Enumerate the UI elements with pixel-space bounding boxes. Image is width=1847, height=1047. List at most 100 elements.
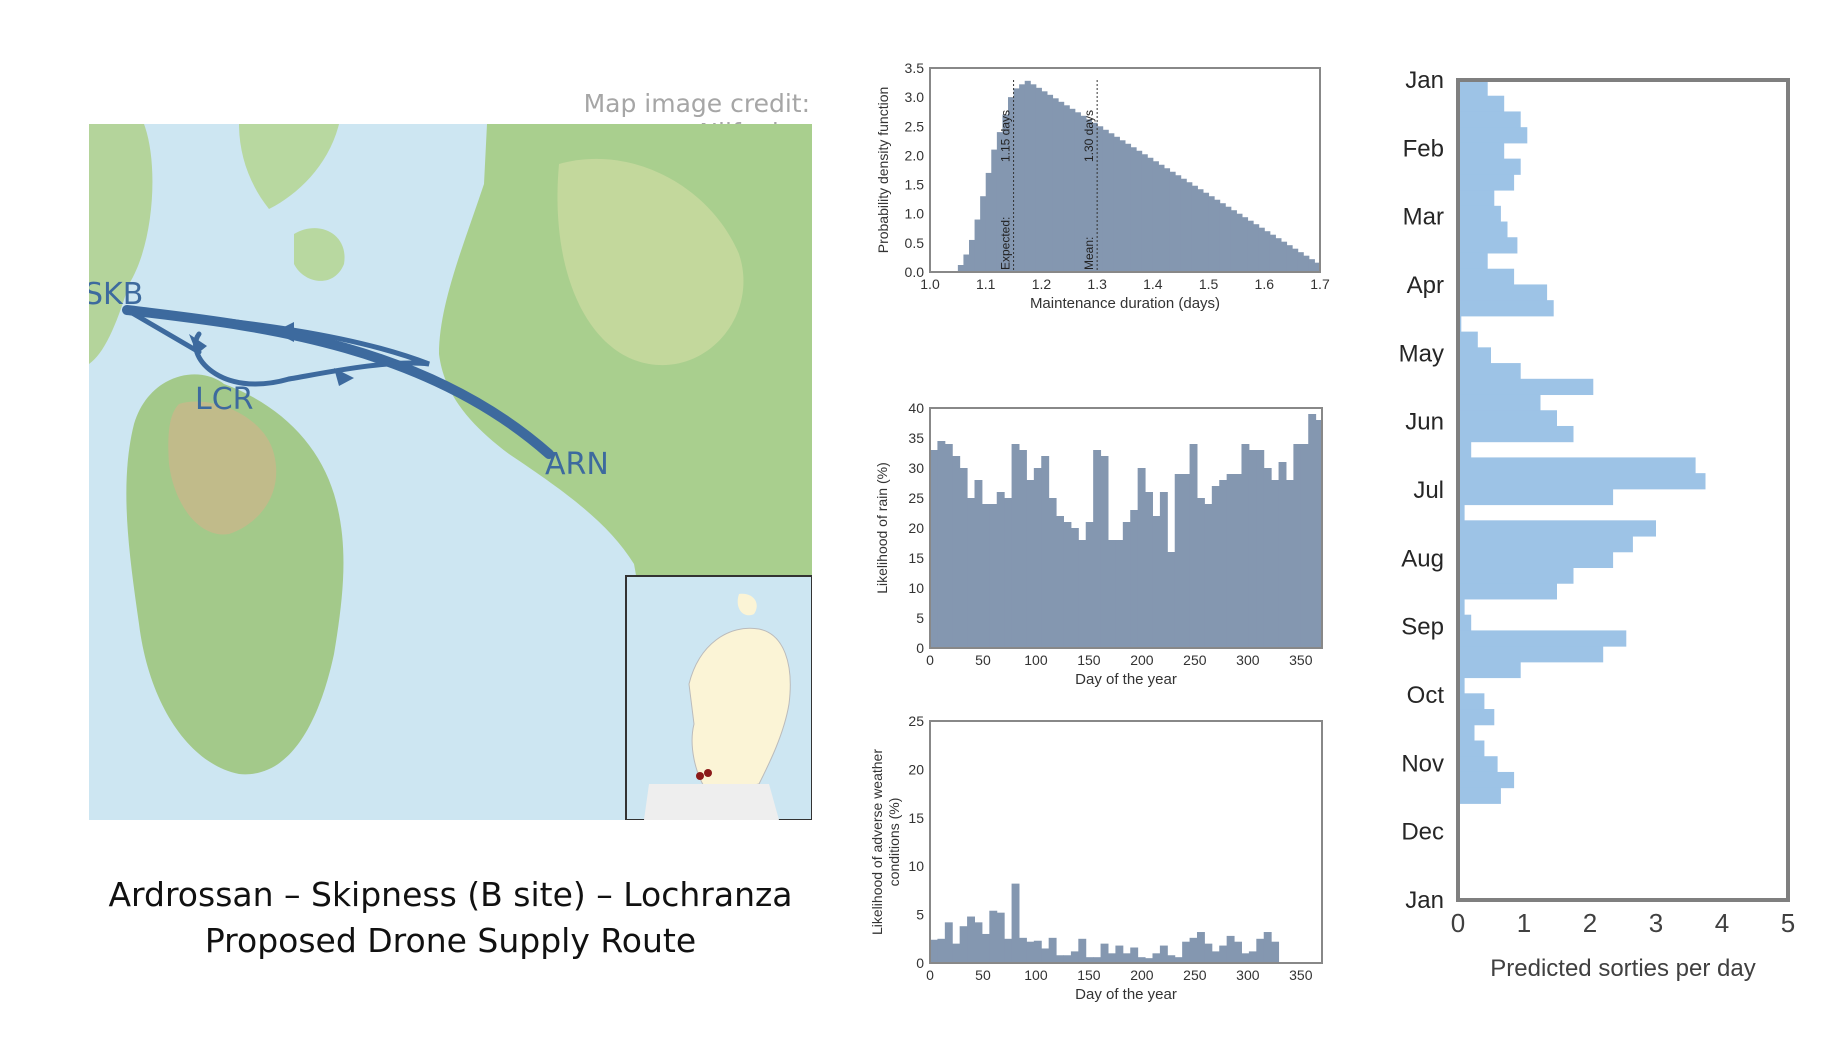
x-tick-label: 3 (1649, 908, 1663, 938)
bar (1147, 157, 1154, 272)
adverse-y-label-line: conditions (%) (886, 798, 902, 887)
bar (1175, 175, 1182, 272)
map-land-cumbrae (294, 228, 345, 281)
map-land-bute (239, 124, 339, 209)
bar (1203, 192, 1210, 272)
annotation-value: 1.30 days (1082, 110, 1096, 162)
bar (1308, 259, 1315, 272)
month-label: Dec (1401, 819, 1444, 846)
bar (967, 498, 975, 648)
map-hills (557, 158, 744, 366)
y-tick-label: 0 (916, 955, 924, 971)
bar (1258, 227, 1265, 272)
bar (985, 172, 992, 272)
bar (1208, 196, 1215, 272)
annotation-value: 1.15 days (999, 110, 1013, 162)
x-tick-label: 150 (1077, 652, 1101, 668)
bar (1248, 450, 1257, 648)
bar (1086, 119, 1093, 272)
y-tick-label: 0.5 (905, 235, 925, 251)
bar (1047, 94, 1054, 272)
bar (1102, 129, 1109, 272)
bar (959, 468, 968, 648)
x-tick-label: 1.2 (1032, 276, 1052, 292)
bar (974, 480, 983, 648)
bar (1211, 486, 1220, 648)
sortie-bar (1458, 630, 1627, 647)
bar (944, 922, 953, 963)
bar (1052, 98, 1059, 273)
map-land-kintyre (89, 124, 153, 364)
bar (1269, 234, 1276, 272)
pdf-bars (957, 80, 1321, 273)
sortie-bar (1458, 693, 1485, 710)
bar (937, 441, 946, 648)
bar (981, 933, 990, 963)
bar (1264, 231, 1271, 272)
bar (1256, 450, 1265, 648)
x-tick-label: 300 (1236, 652, 1260, 668)
x-tick-label: 50 (975, 967, 991, 983)
x-tick-label: 1.7 (1310, 276, 1330, 292)
pdf-annotations: 1.15 days Expected: 1.30 days Mean: (999, 80, 1098, 270)
bar (1070, 528, 1079, 648)
bar (1263, 468, 1272, 648)
bar (1256, 938, 1265, 963)
label-lcr: LCR (195, 382, 254, 417)
sorties-bars (1458, 80, 1706, 804)
bar (1315, 420, 1323, 648)
bar (1115, 540, 1124, 648)
bar (996, 912, 1005, 963)
bar (989, 504, 998, 648)
bar (1226, 474, 1235, 648)
sortie-bar (1458, 95, 1505, 112)
bar (1063, 522, 1072, 648)
x-tick-label: 100 (1024, 652, 1048, 668)
sortie-bar (1458, 646, 1604, 663)
inset-map (625, 575, 813, 821)
sortie-bar (1458, 551, 1614, 569)
month-label: Jun (1405, 409, 1444, 436)
bar (1137, 468, 1146, 648)
bar (1019, 84, 1026, 272)
map-arran-mountains (168, 401, 277, 535)
pdf-y-ticks: 0.0 0.5 1.0 1.5 2.0 2.5 3.0 3.5 (905, 62, 925, 280)
y-tick-label: 2.5 (905, 118, 925, 134)
bar (1024, 80, 1031, 272)
month-label: Jan (1405, 887, 1444, 914)
bar (1275, 238, 1282, 272)
bar (1033, 468, 1042, 648)
x-tick-label: 1.6 (1255, 276, 1275, 292)
bar (1130, 947, 1139, 963)
month-label: Nov (1401, 750, 1444, 777)
bar (1247, 220, 1254, 272)
month-label: Jul (1413, 477, 1444, 504)
bar (1041, 91, 1048, 272)
bar (1186, 182, 1193, 272)
bar (991, 149, 998, 272)
route-arrows (189, 322, 354, 386)
bar (1008, 97, 1015, 272)
bar (1152, 161, 1159, 272)
bar (1130, 510, 1139, 648)
x-tick-label: 200 (1130, 652, 1154, 668)
caption-line-2: Proposed Drone Supply Route (204, 921, 697, 960)
bar (989, 910, 998, 963)
bar (1191, 185, 1198, 272)
bar (980, 196, 987, 272)
x-tick-label: 1.0 (920, 276, 940, 292)
y-tick-label: 0 (916, 640, 924, 656)
bar (974, 922, 983, 963)
rain-frame (929, 407, 1323, 649)
adverse-y-label-line: Likelihood of adverse weather (869, 749, 885, 935)
y-tick-label: 40 (908, 400, 924, 416)
y-tick-label: 10 (908, 858, 924, 874)
bar (1030, 84, 1037, 272)
bar (1271, 480, 1280, 648)
bar (1013, 88, 1020, 273)
bar (959, 926, 968, 963)
pdf-frame (929, 67, 1321, 273)
bar (1159, 492, 1168, 648)
bar (974, 219, 981, 272)
bar (952, 943, 961, 963)
